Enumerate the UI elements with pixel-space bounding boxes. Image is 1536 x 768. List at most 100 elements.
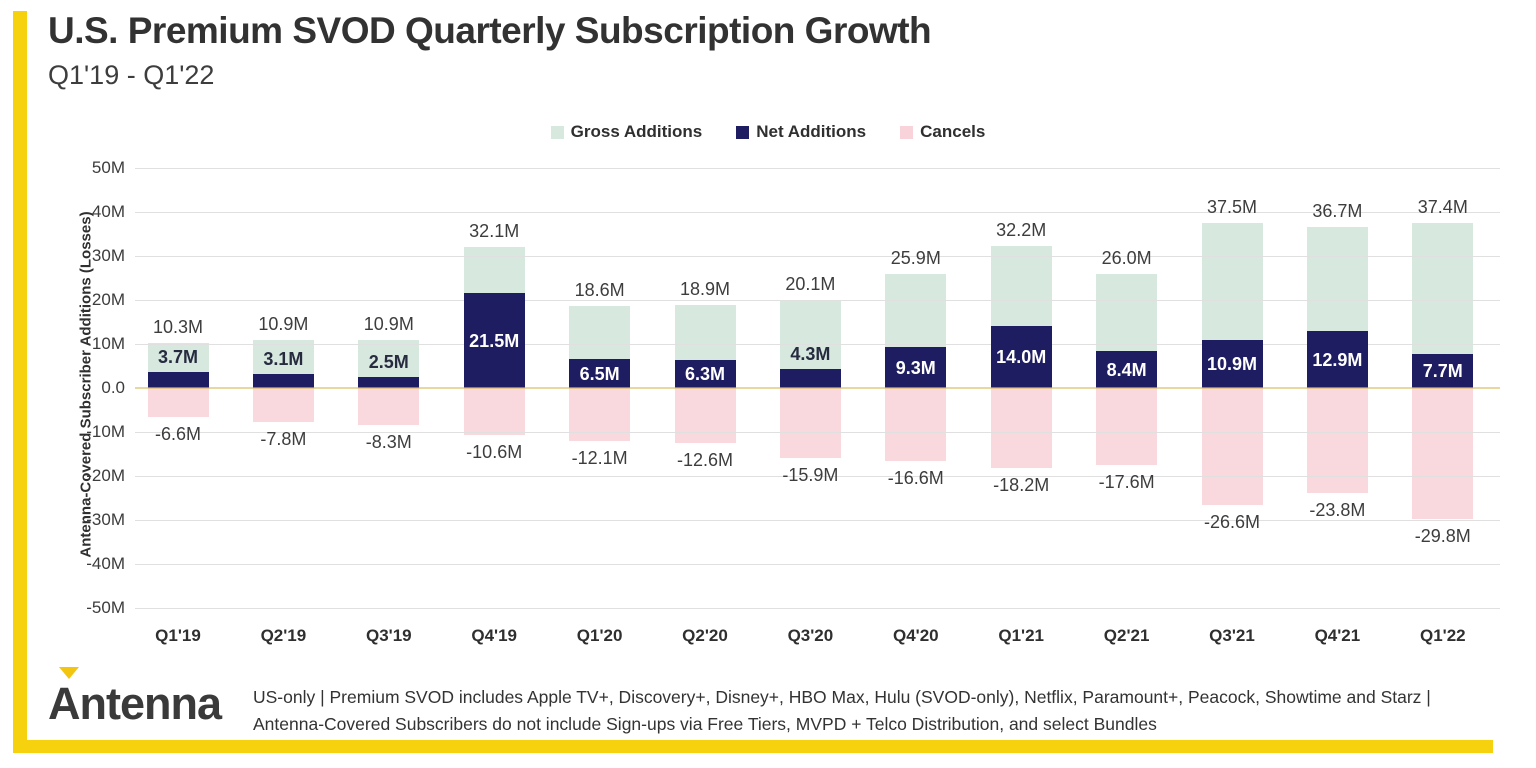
gridline [135,520,1500,521]
zero-baseline [135,387,1500,389]
net-additions-value: 3.1M [263,349,304,370]
gross-additions-value: 18.9M [679,278,731,299]
legend-item-gross-additions: Gross Additions [550,122,703,142]
y-axis-tick-label: -30M [86,510,125,529]
x-axis-tick-label: Q1'21 [998,626,1044,645]
net-additions-bar [1096,351,1158,388]
y-axis-tick-label: 50M [91,158,125,177]
net-additions-bar [1201,340,1263,388]
net-additions-value: 21.5M [469,330,520,351]
cancels-bar [1412,388,1474,520]
net-additions-bar [885,347,947,388]
cancels-bar [569,388,631,442]
brand-border-bottom [13,740,1493,753]
gridline [135,608,1500,609]
gross-additions-value: 25.9M [890,248,941,269]
x-axis-tick-label: Q3'20 [787,626,834,645]
y-axis-tick-label: -40M [86,554,125,573]
gross-additions-value: 10.9M [363,314,414,335]
net-additions-bar [779,369,841,388]
cancels-value: -12.6M [676,450,734,471]
gross-additions-value: 37.5M [1206,197,1258,217]
x-axis-tick-label: Q2'19 [260,626,307,645]
y-axis-tick-label: 30M [91,246,125,265]
net-additions-value: 3.7M [157,346,199,367]
y-axis-tick-label: -20M [86,466,125,485]
cancels-bar [990,388,1052,469]
net-additions-bar [674,360,736,388]
net-additions-swatch-icon [736,125,750,139]
cancels-value: -29.8M [1414,526,1471,547]
gridline [135,432,1500,433]
chart-legend: Gross Additions Net Additions Cancels [0,122,1536,142]
net-additions-value: 2.5M [368,352,409,372]
cancels-bar [779,388,841,458]
x-axis-tick-label: Q3'21 [1209,626,1255,645]
cancels-bar [358,388,420,425]
gross-additions-value: 18.6M [574,280,625,301]
legend-label: Cancels [920,122,986,141]
net-additions-value: 4.3M [790,344,831,365]
gross-additions-swatch-icon [550,125,564,139]
cancels-bar [463,388,525,435]
gridline [135,300,1500,301]
legend-item-net-additions: Net Additions [736,122,866,142]
cancels-bar [674,388,736,444]
gross-additions-value: 37.4M [1417,197,1468,218]
net-additions-bar [252,374,314,388]
cancels-swatch-icon [900,125,914,139]
gross-additions-value: 10.9M [258,314,309,335]
gross-additions-value: 32.1M [469,220,520,241]
antenna-triangle-icon [59,667,79,679]
y-axis-tick-label: -10M [86,422,125,441]
net-additions-value: 6.3M [684,364,726,385]
x-axis-tick-label: Q4'20 [892,626,939,645]
net-additions-bar [358,377,420,388]
cancels-value: -15.9M [782,464,839,485]
net-additions-value: 9.3M [895,357,936,378]
gridline [135,564,1500,565]
x-axis-tick-label: Q1'22 [1419,626,1466,645]
cancels-value: -18.2M [993,475,1050,496]
net-additions-value: 12.9M [1312,349,1363,370]
x-axis-tick-label: Q2'21 [1103,626,1150,645]
legend-item-cancels: Cancels [900,122,985,142]
cancels-value: -17.6M [1098,472,1155,493]
cancels-bar [1306,388,1368,493]
gridline [135,256,1500,257]
gross-additions-value: 20.1M [785,273,836,294]
x-axis-tick-label: Q3'19 [365,626,412,645]
net-additions-bar [147,371,209,388]
gridline [135,168,1500,169]
cancels-value: -7.8M [260,429,307,450]
net-additions-value: 14.0M [996,347,1047,368]
antenna-logo-text: Antenna [48,678,222,729]
gridline [135,212,1500,213]
cancels-value: -6.6M [154,424,201,445]
x-axis-tick-label: Q1'19 [155,626,201,645]
y-axis-tick-label: 0.0 [101,378,125,397]
gross-additions-value: 36.7M [1312,200,1363,221]
cancels-value: -23.8M [1309,499,1366,520]
net-additions-value: 10.9M [1206,354,1258,375]
y-axis-tick-label: 10M [91,334,125,353]
gross-additions-value: 10.3M [152,316,204,337]
page-subtitle: Q1'19 - Q1'22 [48,60,215,90]
net-additions-value: 6.5M [579,363,620,384]
gridline [135,344,1500,345]
cancels-bar [1096,388,1158,466]
y-axis-tick-label: -50M [86,598,125,617]
net-additions-value: 8.4M [1106,359,1147,380]
page-title: U.S. Premium SVOD Quarterly Subscription… [48,10,932,51]
cancels-bar [885,388,947,462]
cancels-value: -12.1M [571,448,628,469]
net-additions-value: 7.7M [1422,361,1463,382]
cancels-bar [1201,388,1263,506]
gross-additions-value: 26.0M [1101,247,1152,268]
legend-label: Gross Additions [570,122,703,141]
x-axis-tick-label: Q4'19 [471,626,517,645]
x-axis-tick-label: Q4'21 [1314,626,1361,645]
net-additions-bar [990,326,1052,388]
cancels-value: -10.6M [466,441,523,462]
cancels-bar [147,388,209,418]
